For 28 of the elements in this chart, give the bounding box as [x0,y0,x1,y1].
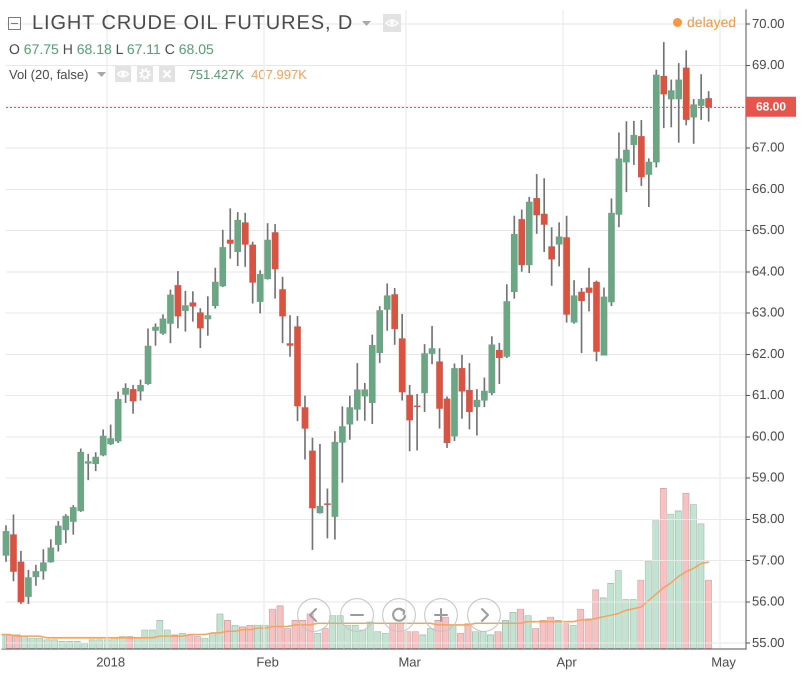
annotation: O 67.75 H 68.18 L 67.11 C 68.05 [9,41,214,57]
chart-title: LIGHT CRUDE OIL FUTURES, D [32,12,354,34]
y-tick-label: 67.00 [752,140,785,155]
annotation: Vol (20, false) [9,66,88,82]
annotation: 751.427K [188,66,244,82]
y-tick-label: 59.00 [752,470,785,485]
y-tick-label: 64.00 [752,263,785,278]
y-tick-label: 57.00 [752,552,785,568]
x-tick-label: Apr [556,654,578,670]
candlestick [316,444,324,514]
y-tick-label: 60.00 [752,428,785,444]
x-tick-label: Feb [256,654,279,670]
y-tick-label: 62.00 [752,346,785,361]
y-tick-label: 63.00 [752,304,785,320]
x-tick-label: May [711,654,736,670]
x-tick-label: Mar [398,654,422,670]
y-tick-label: 58.00 [752,511,785,526]
y-tick-label: 66.00 [752,180,785,196]
y-tick-label: 56.00 [752,594,785,609]
annotation: delayed [687,14,736,30]
x-tick-label: 2018 [96,654,126,670]
y-tick-label: 69.00 [752,57,785,72]
annotation: 407.997K [251,66,307,82]
y-tick-label: 70.00 [752,16,785,31]
ref-line-label: 68.00 [756,100,786,114]
y-tick-label: 55.00 [752,634,785,650]
y-tick-label: 61.00 [752,387,785,402]
y-tick-label: 65.00 [752,222,785,238]
